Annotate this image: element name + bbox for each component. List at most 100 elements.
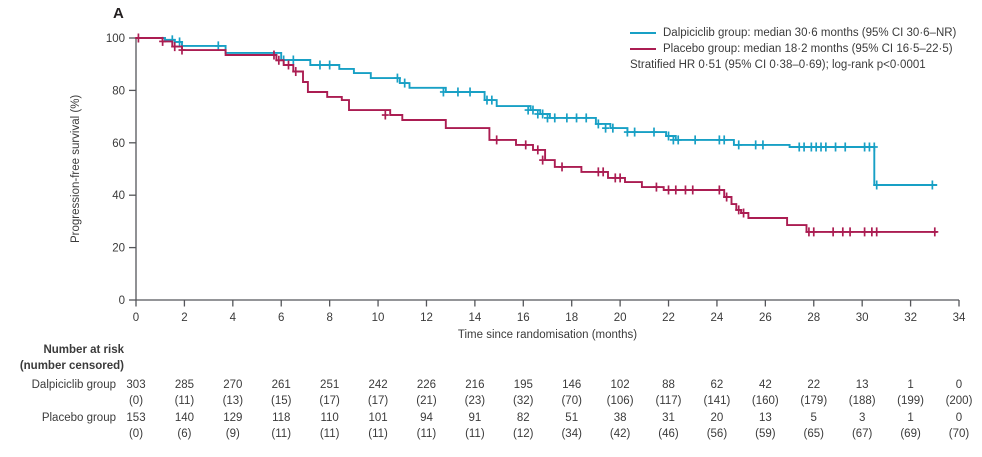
risk-count: 0 xyxy=(955,379,963,391)
x-tick-label: 16 xyxy=(517,312,530,324)
censored-count: (6) xyxy=(177,428,192,440)
risk-count: 251 xyxy=(320,379,340,391)
censored-count: (23) xyxy=(464,395,486,407)
x-tick-label: 28 xyxy=(807,312,820,324)
legend-row-dalpiciclib: Dalpiciclib group: median 30·6 months (9… xyxy=(630,25,956,41)
censored-count: (70) xyxy=(948,428,970,440)
censored-count: (200) xyxy=(945,395,973,407)
y-tick-label: 40 xyxy=(112,190,125,202)
risk-count: 91 xyxy=(468,412,482,424)
censored-count: (21) xyxy=(416,395,437,407)
y-tick-label: 100 xyxy=(106,33,125,45)
legend-row-placebo: Placebo group: median 18·2 months (95% C… xyxy=(630,41,956,57)
censored-count: (56) xyxy=(706,428,728,440)
risk-count: 13 xyxy=(758,412,772,424)
risk-count: 38 xyxy=(613,412,627,424)
legend-row-hr: Stratified HR 0·51 (95% CI 0·38–0·69); l… xyxy=(630,57,956,73)
x-tick-label: 32 xyxy=(904,312,917,324)
censored-count: (117) xyxy=(655,395,682,407)
panel-label: A xyxy=(113,5,124,22)
x-tick-label: 10 xyxy=(372,312,385,324)
censored-count: (141) xyxy=(703,395,731,407)
censored-count: (65) xyxy=(803,428,824,440)
risk-count: 3 xyxy=(858,412,866,424)
censored-count: (9) xyxy=(225,428,240,440)
x-tick-label: 12 xyxy=(420,312,433,324)
hr-annotation: Stratified HR 0·51 (95% CI 0·38–0·69); l… xyxy=(630,59,926,71)
x-tick-label: 24 xyxy=(711,312,724,324)
censored-count: (32) xyxy=(513,395,534,407)
y-tick-label: 80 xyxy=(112,85,125,97)
risk-count: 140 xyxy=(174,412,194,424)
km-curve-placebo xyxy=(136,37,938,233)
censored-count: (46) xyxy=(658,428,679,440)
risk-table-header-2: (number censored) xyxy=(19,360,124,372)
risk-count: 1 xyxy=(907,412,914,424)
censored-count: (160) xyxy=(751,395,779,407)
censored-count: (69) xyxy=(900,428,921,440)
censored-count: (11) xyxy=(368,428,388,440)
y-tick-label: 20 xyxy=(112,243,125,255)
risk-count: 1 xyxy=(907,379,914,391)
dalpiciclib-line-swatch xyxy=(630,32,656,34)
censored-count: (179) xyxy=(800,395,828,407)
risk-count: 118 xyxy=(272,412,291,424)
risk-count: 22 xyxy=(807,379,821,391)
risk-count: 110 xyxy=(320,412,339,424)
risk-count: 153 xyxy=(126,412,146,424)
risk-count: 101 xyxy=(368,412,388,424)
legend-dalpiciclib-label: Dalpiciclib group: median 30·6 months (9… xyxy=(663,27,957,39)
censored-count: (13) xyxy=(222,395,244,407)
x-tick-label: 0 xyxy=(133,312,139,324)
censored-count: (106) xyxy=(606,395,634,407)
censored-count: (12) xyxy=(513,428,534,440)
risk-count: 62 xyxy=(710,379,724,391)
censored-count: (11) xyxy=(174,395,195,407)
risk-count: 20 xyxy=(710,412,724,424)
y-tick-label: 60 xyxy=(112,138,125,150)
x-tick-label: 34 xyxy=(953,312,966,324)
y-axis-title: Progression-free survival (%) xyxy=(70,94,82,244)
y-tick-label: 0 xyxy=(119,295,125,307)
risk-count: 226 xyxy=(416,379,437,391)
risk-row-label: Dalpiciclib group xyxy=(31,379,116,391)
censored-count: (0) xyxy=(128,428,144,440)
censored-count: (188) xyxy=(848,395,876,407)
censored-count: (59) xyxy=(755,428,776,440)
legend: Dalpiciclib group: median 30·6 months (9… xyxy=(630,25,956,73)
x-tick-label: 30 xyxy=(856,312,869,324)
censored-count: (67) xyxy=(851,428,873,440)
censored-count: (17) xyxy=(319,395,340,407)
x-tick-label: 22 xyxy=(662,312,675,324)
risk-count: 261 xyxy=(271,379,291,391)
censored-count: (11) xyxy=(271,428,292,440)
x-tick-label: 18 xyxy=(565,312,578,324)
censored-count: (0) xyxy=(128,395,144,407)
risk-count: 270 xyxy=(223,379,243,391)
x-tick-label: 26 xyxy=(759,312,772,324)
risk-count: 303 xyxy=(126,379,146,391)
risk-count: 13 xyxy=(855,379,869,391)
risk-count: 0 xyxy=(955,412,963,424)
risk-count: 88 xyxy=(662,379,675,391)
censored-count: (11) xyxy=(465,428,485,440)
x-tick-label: 14 xyxy=(468,312,481,324)
risk-count: 129 xyxy=(223,412,243,424)
censored-count: (199) xyxy=(897,395,924,407)
risk-count: 5 xyxy=(810,412,817,424)
risk-count: 216 xyxy=(465,379,485,391)
censored-count: (17) xyxy=(367,395,389,407)
censored-count: (15) xyxy=(271,395,292,407)
x-tick-label: 4 xyxy=(230,312,237,324)
risk-count: 42 xyxy=(758,379,772,391)
legend-placebo-label: Placebo group: median 18·2 months (95% C… xyxy=(663,43,953,55)
risk-count: 195 xyxy=(513,379,533,391)
risk-count: 102 xyxy=(610,379,630,391)
risk-count: 285 xyxy=(174,379,194,391)
censored-count: (42) xyxy=(609,428,631,440)
censored-count: (11) xyxy=(416,428,437,440)
risk-count: 51 xyxy=(565,412,579,424)
x-axis-title: Time since randomisation (months) xyxy=(457,329,638,341)
